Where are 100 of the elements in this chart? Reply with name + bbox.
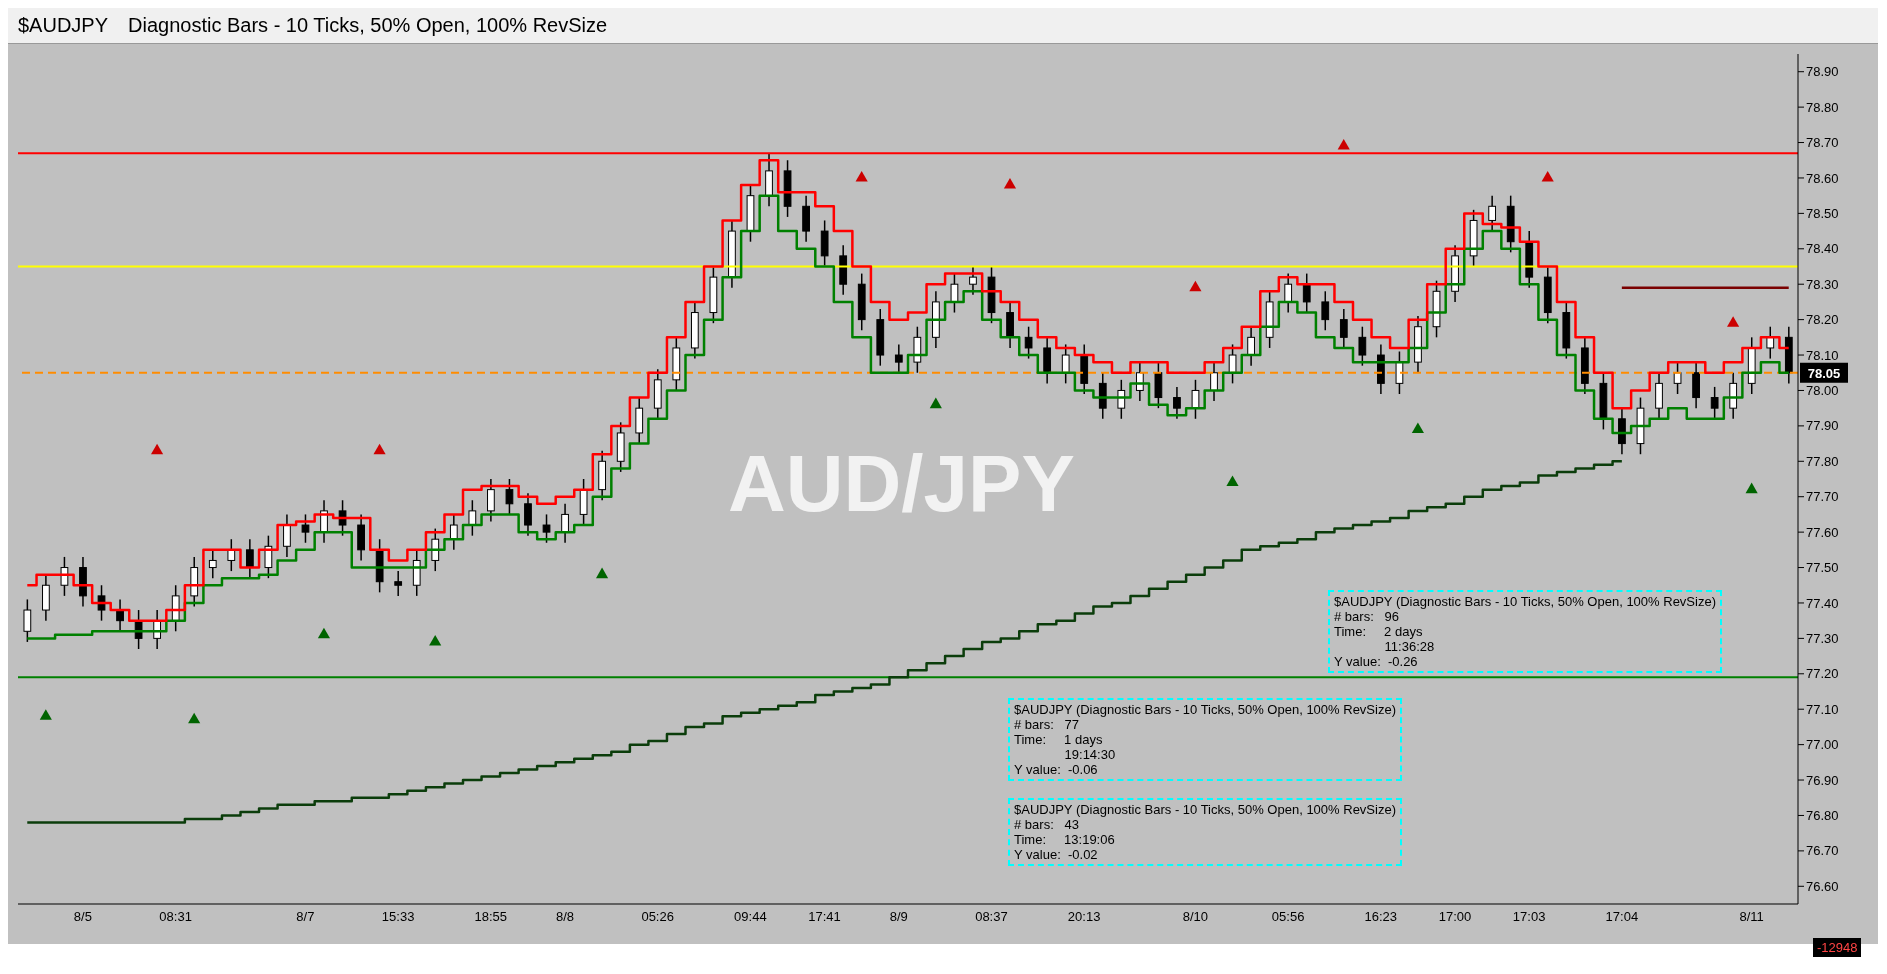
y-tick-label: 78.80 <box>1806 99 1839 115</box>
y-tick-label: 77.60 <box>1806 524 1839 540</box>
annotation: $AUDJPY (Diagnostic Bars - 10 Ticks, 50% Open, 100% RevSize) # bars: 96 Time: 2 days 11:36:28 Y value: -0.26 <box>1334 594 1716 669</box>
y-tick-label: 76.90 <box>1806 772 1839 788</box>
candlestick <box>245 538 254 579</box>
point <box>595 567 609 579</box>
candlestick <box>894 343 903 374</box>
point <box>929 397 942 409</box>
y-tick-label: 77.50 <box>1806 560 1839 576</box>
x-tick-label: 08:37 <box>975 909 1008 925</box>
candlestick <box>1710 386 1719 420</box>
annotation: $AUDJPY (Diagnostic Bars - 10 Ticks, 50% Open, 100% RevSize) # bars: 43 Time: 13:19:06 Y value: -0.02 <box>1014 802 1396 862</box>
x-tick-label: 16:23 <box>1364 909 1398 925</box>
y-tick-label: 78.90 <box>1806 64 1839 80</box>
candlestick <box>561 503 569 544</box>
point <box>1226 475 1239 487</box>
point <box>1003 178 1017 189</box>
x-tick-label: 8/10 <box>1182 909 1209 925</box>
point <box>317 627 331 639</box>
point <box>1727 316 1740 327</box>
candlestick <box>1488 194 1497 232</box>
candlestick <box>1302 272 1311 314</box>
x-tick-label: 18:55 <box>474 909 508 925</box>
candlestick <box>524 492 532 537</box>
candlestick <box>227 538 236 572</box>
x-tick-label: 17:00 <box>1438 909 1472 925</box>
ref-line-label: 78.05 <box>1807 365 1841 381</box>
y-tick-label: 77.70 <box>1806 489 1839 505</box>
point <box>855 170 868 182</box>
y-tick-label: 78.20 <box>1806 312 1839 328</box>
y-tick-label: 78.50 <box>1806 205 1839 221</box>
y-tick-label: 78.60 <box>1806 170 1839 186</box>
chart-title: $AUDJPY <box>18 14 109 36</box>
candlestick <box>1339 308 1348 349</box>
chart-subtitle: Diagnostic Bars - 10 Ticks, 50% Open, 100% RevSize <box>128 14 608 36</box>
candlestick <box>1228 343 1237 385</box>
candlestick <box>1395 350 1404 395</box>
y-tick-label: 78.30 <box>1806 276 1839 292</box>
candlestick <box>116 598 124 633</box>
x-tick-label: 09:44 <box>734 909 767 925</box>
candlestick <box>1210 361 1218 402</box>
point <box>1411 422 1424 433</box>
y-tick-label: 77.10 <box>1806 701 1839 717</box>
annotation: $AUDJPY (Diagnostic Bars - 10 Ticks, 50% Open, 100% RevSize) # bars: 77 Time: 1 days 19:14:30 Y value: -0.06 <box>1014 702 1396 777</box>
y-tick-label: 77.40 <box>1806 595 1839 611</box>
x-tick-label: 05:26 <box>641 909 674 925</box>
x-tick-label: 17:03 <box>1512 909 1546 925</box>
candlestick <box>1284 272 1293 314</box>
candlestick <box>1358 325 1367 367</box>
candlestick <box>264 534 273 579</box>
point <box>150 443 164 455</box>
point <box>39 709 52 720</box>
candlestick <box>1191 379 1200 420</box>
x-tick-label: 05:56 <box>1271 909 1305 925</box>
candlestick <box>394 570 403 597</box>
candlestick <box>1247 325 1255 367</box>
x-tick-label: 17:04 <box>1605 909 1639 925</box>
point <box>373 443 386 455</box>
candlestick <box>1321 290 1330 331</box>
point <box>1337 139 1350 150</box>
y-tick-label: 77.80 <box>1806 453 1839 469</box>
y-tick-label: 76.60 <box>1806 878 1839 894</box>
y-tick-label: 76.80 <box>1806 808 1839 824</box>
point <box>188 712 201 724</box>
y-tick-label: 77.00 <box>1806 737 1839 753</box>
x-tick-label: 8/5 <box>73 909 92 925</box>
point <box>1541 170 1554 182</box>
candlestick <box>449 513 458 551</box>
candlestick <box>1024 325 1033 360</box>
y-tick-label: 76.70 <box>1806 843 1839 859</box>
candlestick <box>1673 361 1682 395</box>
candlestick <box>208 549 217 579</box>
x-tick-label: 17:41 <box>808 909 841 925</box>
candlestick <box>505 478 514 516</box>
y-tick-label: 77.90 <box>1806 418 1839 434</box>
candlestick <box>950 272 959 314</box>
candlestick <box>468 499 477 537</box>
x-tick-label: 8/11 <box>1739 909 1764 925</box>
candlestick <box>1173 386 1181 420</box>
y-tick-label: 78.70 <box>1806 135 1839 151</box>
point <box>429 634 442 646</box>
candlestick <box>431 527 440 572</box>
y-tick-label: 78.10 <box>1806 347 1839 363</box>
y-tick-label: 78.00 <box>1806 383 1839 399</box>
candlestick <box>542 513 551 544</box>
text: -12948 <box>1817 940 1858 955</box>
x-tick-label: 8/7 <box>296 909 315 925</box>
candlestick <box>1061 343 1070 385</box>
x-tick-label: 20:13 <box>1067 909 1101 925</box>
point <box>1745 482 1758 494</box>
x-tick-label: 8/9 <box>889 909 908 925</box>
candlestick <box>23 598 32 643</box>
x-tick-label: 8/8 <box>555 909 575 925</box>
candlestick <box>487 478 495 523</box>
candlestick <box>969 265 977 296</box>
x-tick-label: 08:31 <box>159 909 192 925</box>
y-tick-label: 77.20 <box>1806 666 1839 682</box>
y-tick-label: 77.30 <box>1806 630 1839 646</box>
candlestick <box>301 513 310 544</box>
x-tick-label: 15:33 <box>381 909 415 925</box>
